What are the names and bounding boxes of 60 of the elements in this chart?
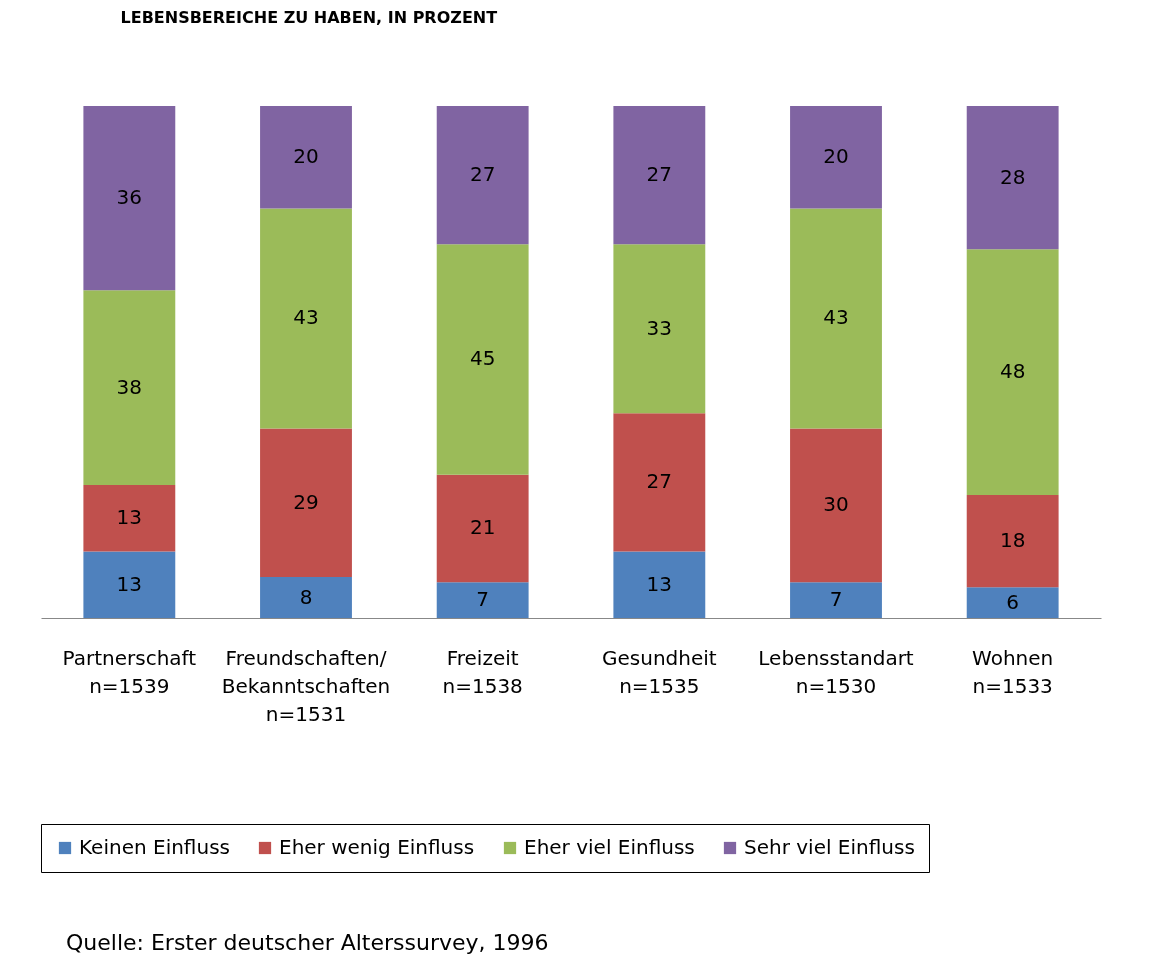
data-label: 45: [469, 346, 496, 371]
data-label: 27: [646, 162, 673, 187]
bar: [83, 290, 176, 485]
x-tick-label: Partnerschaft n=1539: [62, 645, 197, 698]
bar: [260, 577, 352, 618]
data-label: 36: [116, 185, 143, 210]
data-label: 43: [293, 305, 319, 330]
bar: [966, 249, 1059, 496]
data-label: 8: [299, 584, 313, 609]
legend-label: Keinen Einfluss: [79, 835, 230, 859]
legend-label: Sehr viel Einfluss: [744, 835, 915, 859]
bar: [790, 208, 882, 429]
data-label: 7: [829, 587, 843, 612]
x-tick-label: Gesundheit n=1535: [602, 645, 717, 698]
legend-label: Eher viel Einfluss: [524, 835, 695, 859]
bar: [83, 106, 176, 291]
data-label: 28: [999, 164, 1026, 189]
bar: [790, 582, 882, 618]
data-label: 43: [823, 305, 849, 330]
data-label: 13: [646, 571, 673, 596]
bar: [260, 208, 352, 429]
legend-label: Eher wenig Einfluss: [279, 835, 475, 859]
chart-title: LEBENSBEREICHE ZU HABEN, IN PROZENT: [120, 8, 498, 27]
x-tick-label: Freundschaften/ Bekanntschaften n=1531: [221, 645, 391, 726]
data-label: 6: [1006, 589, 1020, 614]
data-label: 21: [469, 515, 496, 540]
source-note: Quelle: Erster deutscher Alterssurvey, 1996: [66, 930, 549, 955]
data-label: 27: [646, 469, 673, 494]
bar: [966, 106, 1059, 250]
bar: [790, 106, 882, 209]
bar: [83, 551, 176, 618]
bar: [436, 244, 529, 475]
bar: [613, 413, 706, 552]
bar: [436, 106, 529, 245]
x-tick-label: Freizeit n=1538: [442, 645, 523, 698]
data-label: 33: [646, 315, 673, 340]
data-label: 7: [476, 587, 490, 612]
data-label: 20: [293, 144, 319, 169]
data-label: 30: [823, 492, 849, 517]
bar: [790, 428, 882, 583]
bar: [613, 106, 706, 245]
data-label: 20: [823, 144, 849, 169]
data-label: 18: [999, 528, 1026, 553]
data-label: 29: [293, 489, 319, 514]
bar: [613, 551, 706, 618]
bar: [260, 106, 352, 209]
data-label: 13: [116, 505, 143, 530]
bar: [260, 428, 352, 578]
data-label: 13: [116, 571, 143, 596]
bar: [966, 587, 1059, 618]
data-label: 27: [469, 162, 496, 187]
x-tick-label: Lebensstandart n=1530: [758, 645, 914, 698]
bar: [613, 244, 706, 414]
data-label: 48: [999, 359, 1026, 384]
data-label: 38: [116, 374, 143, 399]
x-tick-label: Wohnen n=1533: [972, 645, 1054, 698]
bar: [966, 495, 1059, 588]
bar: [436, 582, 529, 618]
bar: [436, 474, 529, 583]
bar: [83, 484, 176, 552]
